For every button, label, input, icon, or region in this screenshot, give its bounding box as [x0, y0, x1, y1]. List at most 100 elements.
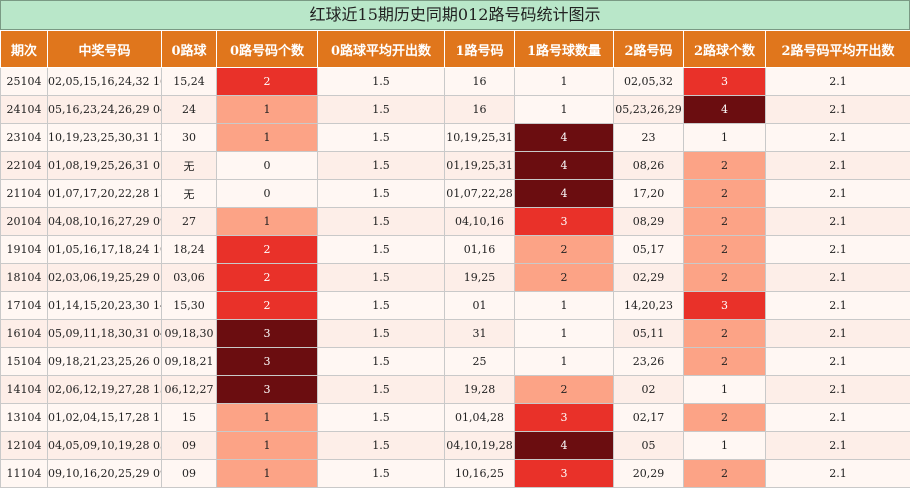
route1-count-cell: 2 [514, 235, 614, 264]
route2-avg-cell: 2.1 [765, 235, 910, 264]
route2-avg-cell: 2.1 [765, 263, 910, 292]
route1-balls-cell: 31 [444, 319, 515, 348]
winning-numbers-cell: 01,05,16,17,18,24 10 [47, 235, 162, 264]
route0-avg-cell: 1.5 [317, 459, 445, 488]
route2-count-cell: 2 [683, 235, 766, 264]
route1-count-cell: 1 [514, 95, 614, 124]
route2-count-cell: 2 [683, 459, 766, 488]
route0-count-cell: 3 [216, 319, 318, 348]
route0-avg-cell: 1.5 [317, 123, 445, 152]
route1-count-cell: 4 [514, 151, 614, 180]
route2-avg-cell: 2.1 [765, 207, 910, 236]
route2-avg-cell: 2.1 [765, 431, 910, 460]
route2-balls-cell: 23 [613, 123, 684, 152]
winning-numbers-cell: 05,09,11,18,30,31 04 [47, 319, 162, 348]
route0-avg-cell: 1.5 [317, 431, 445, 460]
route0-avg-cell: 1.5 [317, 347, 445, 376]
route0-count-cell: 0 [216, 179, 318, 208]
table-row: 20104 04,08,10,16,27,29 09 27 1 1.5 04,10,16 3… [0, 207, 910, 236]
route1-balls-cell: 04,10,19,28 [444, 431, 515, 460]
route1-count-cell: 3 [514, 403, 614, 432]
route1-balls-cell: 10,19,25,31 [444, 123, 515, 152]
route0-balls-cell: 15 [161, 403, 217, 432]
route2-count-cell: 1 [683, 375, 766, 404]
route1-count-cell: 2 [514, 263, 614, 292]
route2-balls-cell: 05,11 [613, 319, 684, 348]
route2-count-cell: 2 [683, 319, 766, 348]
route1-count-cell: 3 [514, 207, 614, 236]
table-row: 23104 10,19,23,25,30,31 12 30 1 1.5 10,19,25,… [0, 123, 910, 152]
route0-count-cell: 1 [216, 431, 318, 460]
route0-balls-cell: 无 [161, 179, 217, 208]
col-header-route0-balls: 0路球 [161, 30, 217, 68]
issue-cell: 25104 [0, 67, 48, 96]
route0-balls-cell: 06,12,27 [161, 375, 217, 404]
route2-balls-cell: 05 [613, 431, 684, 460]
route0-count-cell: 2 [216, 67, 318, 96]
route0-avg-cell: 1.5 [317, 179, 445, 208]
route0-balls-cell: 09,18,21 [161, 347, 217, 376]
route1-count-cell: 4 [514, 179, 614, 208]
route0-avg-cell: 1.5 [317, 375, 445, 404]
issue-cell: 19104 [0, 235, 48, 264]
route1-balls-cell: 16 [444, 67, 515, 96]
route0-count-cell: 3 [216, 347, 318, 376]
winning-numbers-cell: 10,19,23,25,30,31 12 [47, 123, 162, 152]
winning-numbers-cell: 09,10,16,20,25,29 09 [47, 459, 162, 488]
table-row: 24104 05,16,23,24,26,29 04 24 1 1.5 16 1 05,23,… [0, 95, 910, 124]
route2-count-cell: 2 [683, 347, 766, 376]
route2-balls-cell: 14,20,23 [613, 291, 684, 320]
winning-numbers-cell: 05,16,23,24,26,29 04 [47, 95, 162, 124]
table-row: 17104 01,14,15,20,23,30 14 15,30 2 1.5 01 1 14,… [0, 291, 910, 320]
route2-avg-cell: 2.1 [765, 459, 910, 488]
issue-cell: 20104 [0, 207, 48, 236]
route2-balls-cell: 05,17 [613, 235, 684, 264]
route0-count-cell: 0 [216, 151, 318, 180]
route2-balls-cell: 02 [613, 375, 684, 404]
table-row: 19104 01,05,16,17,18,24 10 18,24 2 1.5 01,16 2… [0, 235, 910, 264]
route0-balls-cell: 09 [161, 431, 217, 460]
winning-numbers-cell: 04,05,09,10,19,28 03 [47, 431, 162, 460]
route1-balls-cell: 19,28 [444, 375, 515, 404]
route1-balls-cell: 01,04,28 [444, 403, 515, 432]
route0-balls-cell: 无 [161, 151, 217, 180]
route1-count-cell: 1 [514, 291, 614, 320]
route2-count-cell: 2 [683, 151, 766, 180]
issue-cell: 24104 [0, 95, 48, 124]
issue-cell: 16104 [0, 319, 48, 348]
route1-balls-cell: 25 [444, 347, 515, 376]
issue-cell: 13104 [0, 403, 48, 432]
route0-count-cell: 2 [216, 291, 318, 320]
issue-cell: 18104 [0, 263, 48, 292]
route2-balls-cell: 02,05,32 [613, 67, 684, 96]
route2-balls-cell: 02,17 [613, 403, 684, 432]
route0-balls-cell: 03,06 [161, 263, 217, 292]
table-row: 18104 02,03,06,19,25,29 01 03,06 2 1.5 19,25 2… [0, 263, 910, 292]
route0-count-cell: 3 [216, 375, 318, 404]
route0-count-cell: 2 [216, 263, 318, 292]
table-row: 16104 05,09,11,18,30,31 04 09,18,30 3 1.5 31 1… [0, 319, 910, 348]
issue-cell: 23104 [0, 123, 48, 152]
table-row: 25104 02,05,15,16,24,32 16 15,24 2 1.5 16 1 02,… [0, 67, 910, 96]
route0-count-cell: 1 [216, 207, 318, 236]
route2-count-cell: 3 [683, 291, 766, 320]
issue-cell: 15104 [0, 347, 48, 376]
route1-balls-cell: 01,19,25,31 [444, 151, 515, 180]
route1-count-cell: 1 [514, 319, 614, 348]
route1-balls-cell: 01,16 [444, 235, 515, 264]
route0-balls-cell: 30 [161, 123, 217, 152]
table-row: 22104 01,08,19,25,26,31 01 无 0 1.5 01,19,25,3… [0, 151, 910, 180]
route2-count-cell: 4 [683, 95, 766, 124]
table-row: 15104 09,18,21,23,25,26 01 09,18,21 3 1.5 25 1… [0, 347, 910, 376]
issue-cell: 12104 [0, 431, 48, 460]
route0-count-cell: 1 [216, 403, 318, 432]
route1-balls-cell: 01,07,22,28 [444, 179, 515, 208]
route2-avg-cell: 2.1 [765, 123, 910, 152]
route2-count-cell: 1 [683, 431, 766, 460]
route0-balls-cell: 15,30 [161, 291, 217, 320]
table-row: 21104 01,07,17,20,22,28 15 无 0 1.5 01,07,22,2… [0, 179, 910, 208]
route2-count-cell: 2 [683, 403, 766, 432]
col-header-route2-avg: 2路号码平均开出数 [765, 30, 910, 68]
route2-count-cell: 1 [683, 123, 766, 152]
stats-table: 期次 中奖号码 0路球 0路号码个数 0路球平均开出数 1路号码 1路号球数量 … [0, 30, 910, 488]
